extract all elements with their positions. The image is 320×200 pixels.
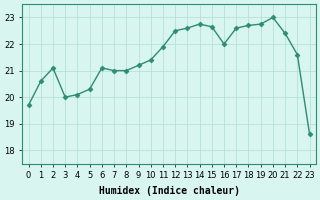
X-axis label: Humidex (Indice chaleur): Humidex (Indice chaleur) <box>99 186 240 196</box>
